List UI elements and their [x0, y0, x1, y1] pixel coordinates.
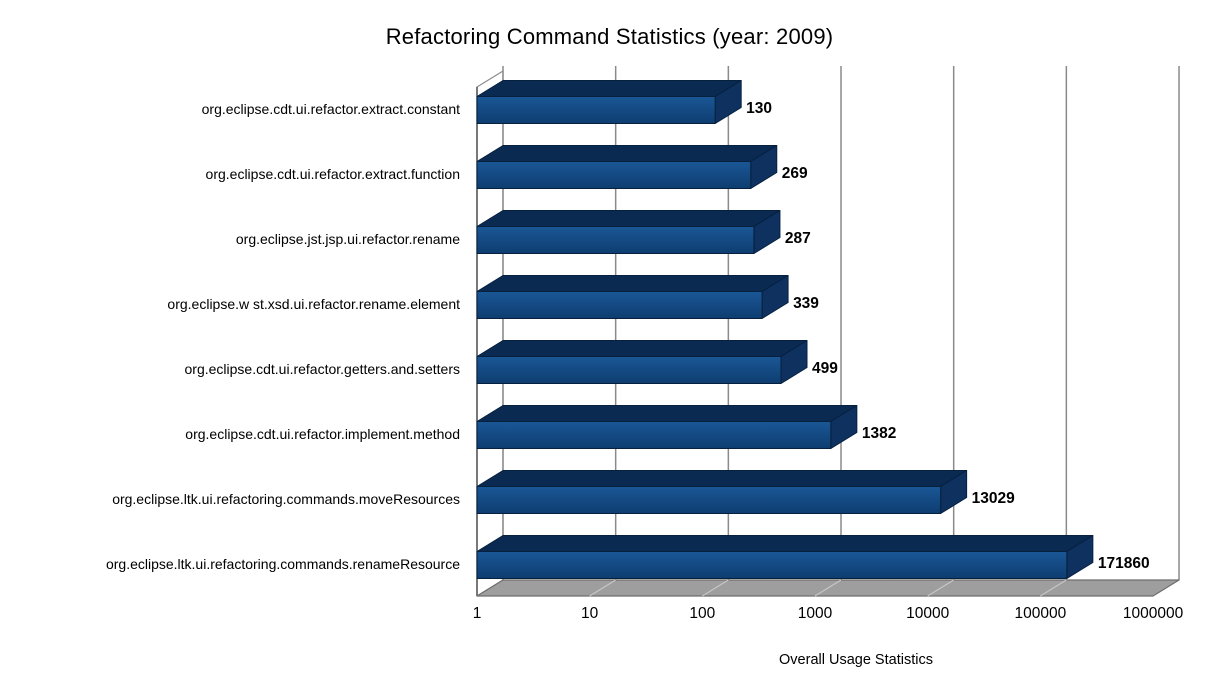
x-tick-label: 1000000 [1122, 605, 1184, 622]
bar-top-face [476, 80, 742, 97]
value-label: 499 [811, 360, 838, 377]
x-tick-label: 100 [689, 605, 716, 622]
floor-gridline [589, 579, 616, 597]
floor-gridline [702, 579, 729, 597]
value-label: 339 [793, 295, 819, 312]
category-label: org.eclipse.cdt.ui.refactor.extract.cons… [201, 101, 460, 117]
category-label: org.eclipse.cdt.ui.refactor.implement.me… [185, 426, 460, 442]
category-label: org.eclipse.ltk.ui.refactoring.commands.… [112, 491, 460, 507]
bar-front-face [476, 226, 755, 254]
value-label: 287 [784, 230, 811, 247]
value-label: 13029 [971, 490, 1015, 507]
x-tick-label: 10 [581, 605, 599, 622]
value-label: 130 [746, 100, 773, 117]
bar-top-face [476, 470, 968, 487]
bar-top-face [476, 210, 781, 227]
bar-front-face [476, 356, 782, 384]
category-label: org.eclipse.jst.jsp.ui.refactor.rename [235, 231, 460, 247]
category-label: org.eclipse.cdt.ui.refactor.extract.func… [205, 166, 460, 182]
bar-front-face [476, 291, 763, 319]
x-tick-label: 1 [472, 605, 482, 622]
x-tick-label: 100000 [1014, 605, 1067, 622]
bar-top-face [476, 535, 1094, 552]
value-label: 269 [781, 165, 808, 182]
bar-front-face [476, 161, 752, 189]
category-label: org.eclipse.cdt.ui.refactor.getters.and.… [184, 361, 460, 377]
floor-gridline [814, 579, 842, 597]
x-tick-label: 1000 [797, 605, 833, 622]
floor-gridline [1040, 579, 1067, 597]
x-tick-label: 10000 [906, 605, 950, 622]
x-axis-title: Overall Usage Statistics [779, 652, 933, 668]
bar-top-face [476, 275, 789, 292]
value-label: 1382 [861, 425, 897, 442]
category-label: org.eclipse.w st.xsd.ui.refactor.rename.… [167, 296, 460, 312]
bar-front-face [476, 96, 716, 124]
bar-top-face [476, 405, 858, 422]
value-label: 171860 [1097, 555, 1150, 572]
bar-top-face [476, 340, 808, 357]
floor-gridline [927, 579, 954, 597]
bar-top-face [476, 145, 778, 162]
bar-front-face [476, 421, 832, 449]
chart-title: Refactoring Command Statistics (year: 20… [385, 24, 834, 49]
bar-front-face [476, 551, 1068, 579]
bar-front-face [476, 486, 942, 514]
category-label: org.eclipse.ltk.ui.refactoring.commands.… [105, 556, 460, 572]
